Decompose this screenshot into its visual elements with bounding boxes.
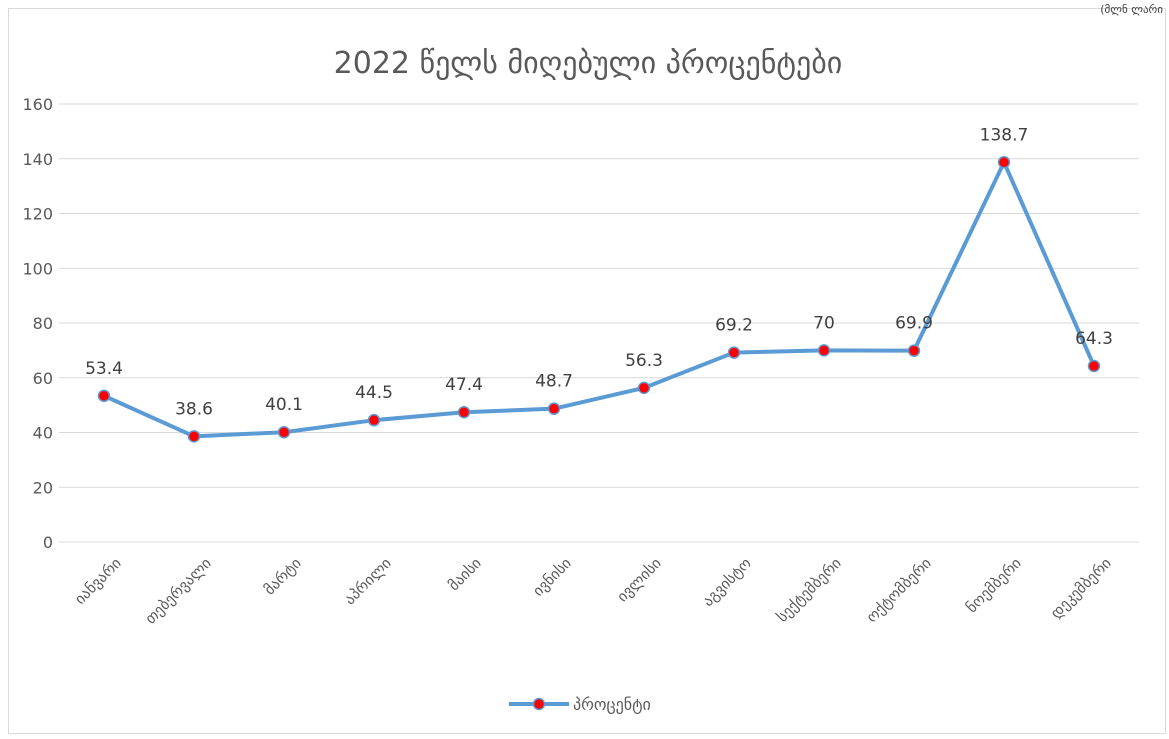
data-point [187,430,201,443]
x-tick-label: ივნისი [529,554,575,600]
y-tick-label: 140 [22,150,53,169]
data-label: 47.4 [445,375,483,395]
x-tick-label: აგვისტო [699,554,755,610]
y-tick-label: 100 [22,259,53,278]
data-label: 69.9 [895,314,933,334]
x-tick-label: სექტემბერი [773,554,845,626]
line-chart: 2022 წელს მიღებული პროცენტები 0 20 40 60 80 1… [22,46,1139,714]
data-point [907,344,921,357]
x-tick-label: იანვარი [71,554,125,608]
y-tick-label: 60 [33,369,53,388]
data-point [97,389,111,403]
x-tick-label: დეკემბერი [1047,554,1115,622]
data-label: 56.3 [625,351,663,371]
y-tick-label: 120 [22,205,53,224]
data-label: 70 [813,313,835,333]
data-point [547,402,561,415]
series-line [102,160,1096,439]
x-tick-label: ოქტომბერი [863,554,935,626]
x-tick-label: მარტი [260,554,305,599]
y-axis: 0 20 40 60 80 100 120 140 160 [22,95,53,552]
x-tick-label: აპრილი [341,554,395,608]
unit-note: (მლნ ლარი [1100,3,1163,16]
chart-title: 2022 წელს მიღებული პროცენტები [334,46,843,81]
data-label: 138.7 [980,125,1029,145]
data-label: 38.6 [175,399,213,419]
x-tick-label: თებერვალი [141,554,215,628]
data-point [457,405,471,419]
legend-label: პროცენტი [573,695,651,714]
gridlines [59,103,1139,543]
data-label: 48.7 [535,372,573,392]
data-point [997,156,1011,169]
data-point [637,381,651,395]
data-label: 44.5 [355,383,393,403]
data-point [277,425,291,439]
legend-marker [532,697,546,711]
x-tick-label: ივლისი [613,554,665,606]
x-tick-label: მაისი [445,554,485,594]
data-point [367,413,381,427]
y-tick-label: 0 [43,533,53,552]
data-point [1087,359,1101,373]
legend: პროცენტი [509,695,651,714]
chart-frame: (მლნ ლარი 2022 წელს მიღებული პროცენტები … [8,3,1166,734]
data-point [817,344,831,357]
y-tick-label: 40 [33,424,53,443]
y-tick-label: 160 [22,95,53,114]
data-label: 53.4 [85,359,123,379]
series-group: 53.4 38.6 40.1 44.5 47.4 48.7 56.3 69.2 70 69.9 13… [85,125,1113,443]
x-tick-label: ნოემბერი [962,554,1025,617]
y-tick-label: 80 [33,314,53,333]
data-point [727,346,741,359]
data-label: 40.1 [265,395,303,415]
x-axis: იანვარი თებერვალი მარტი აპრილი მაისი ივნისი ივ… [71,554,1115,628]
data-label: 69.2 [715,316,753,336]
y-tick-label: 20 [33,478,53,497]
data-label: 64.3 [1075,329,1113,349]
